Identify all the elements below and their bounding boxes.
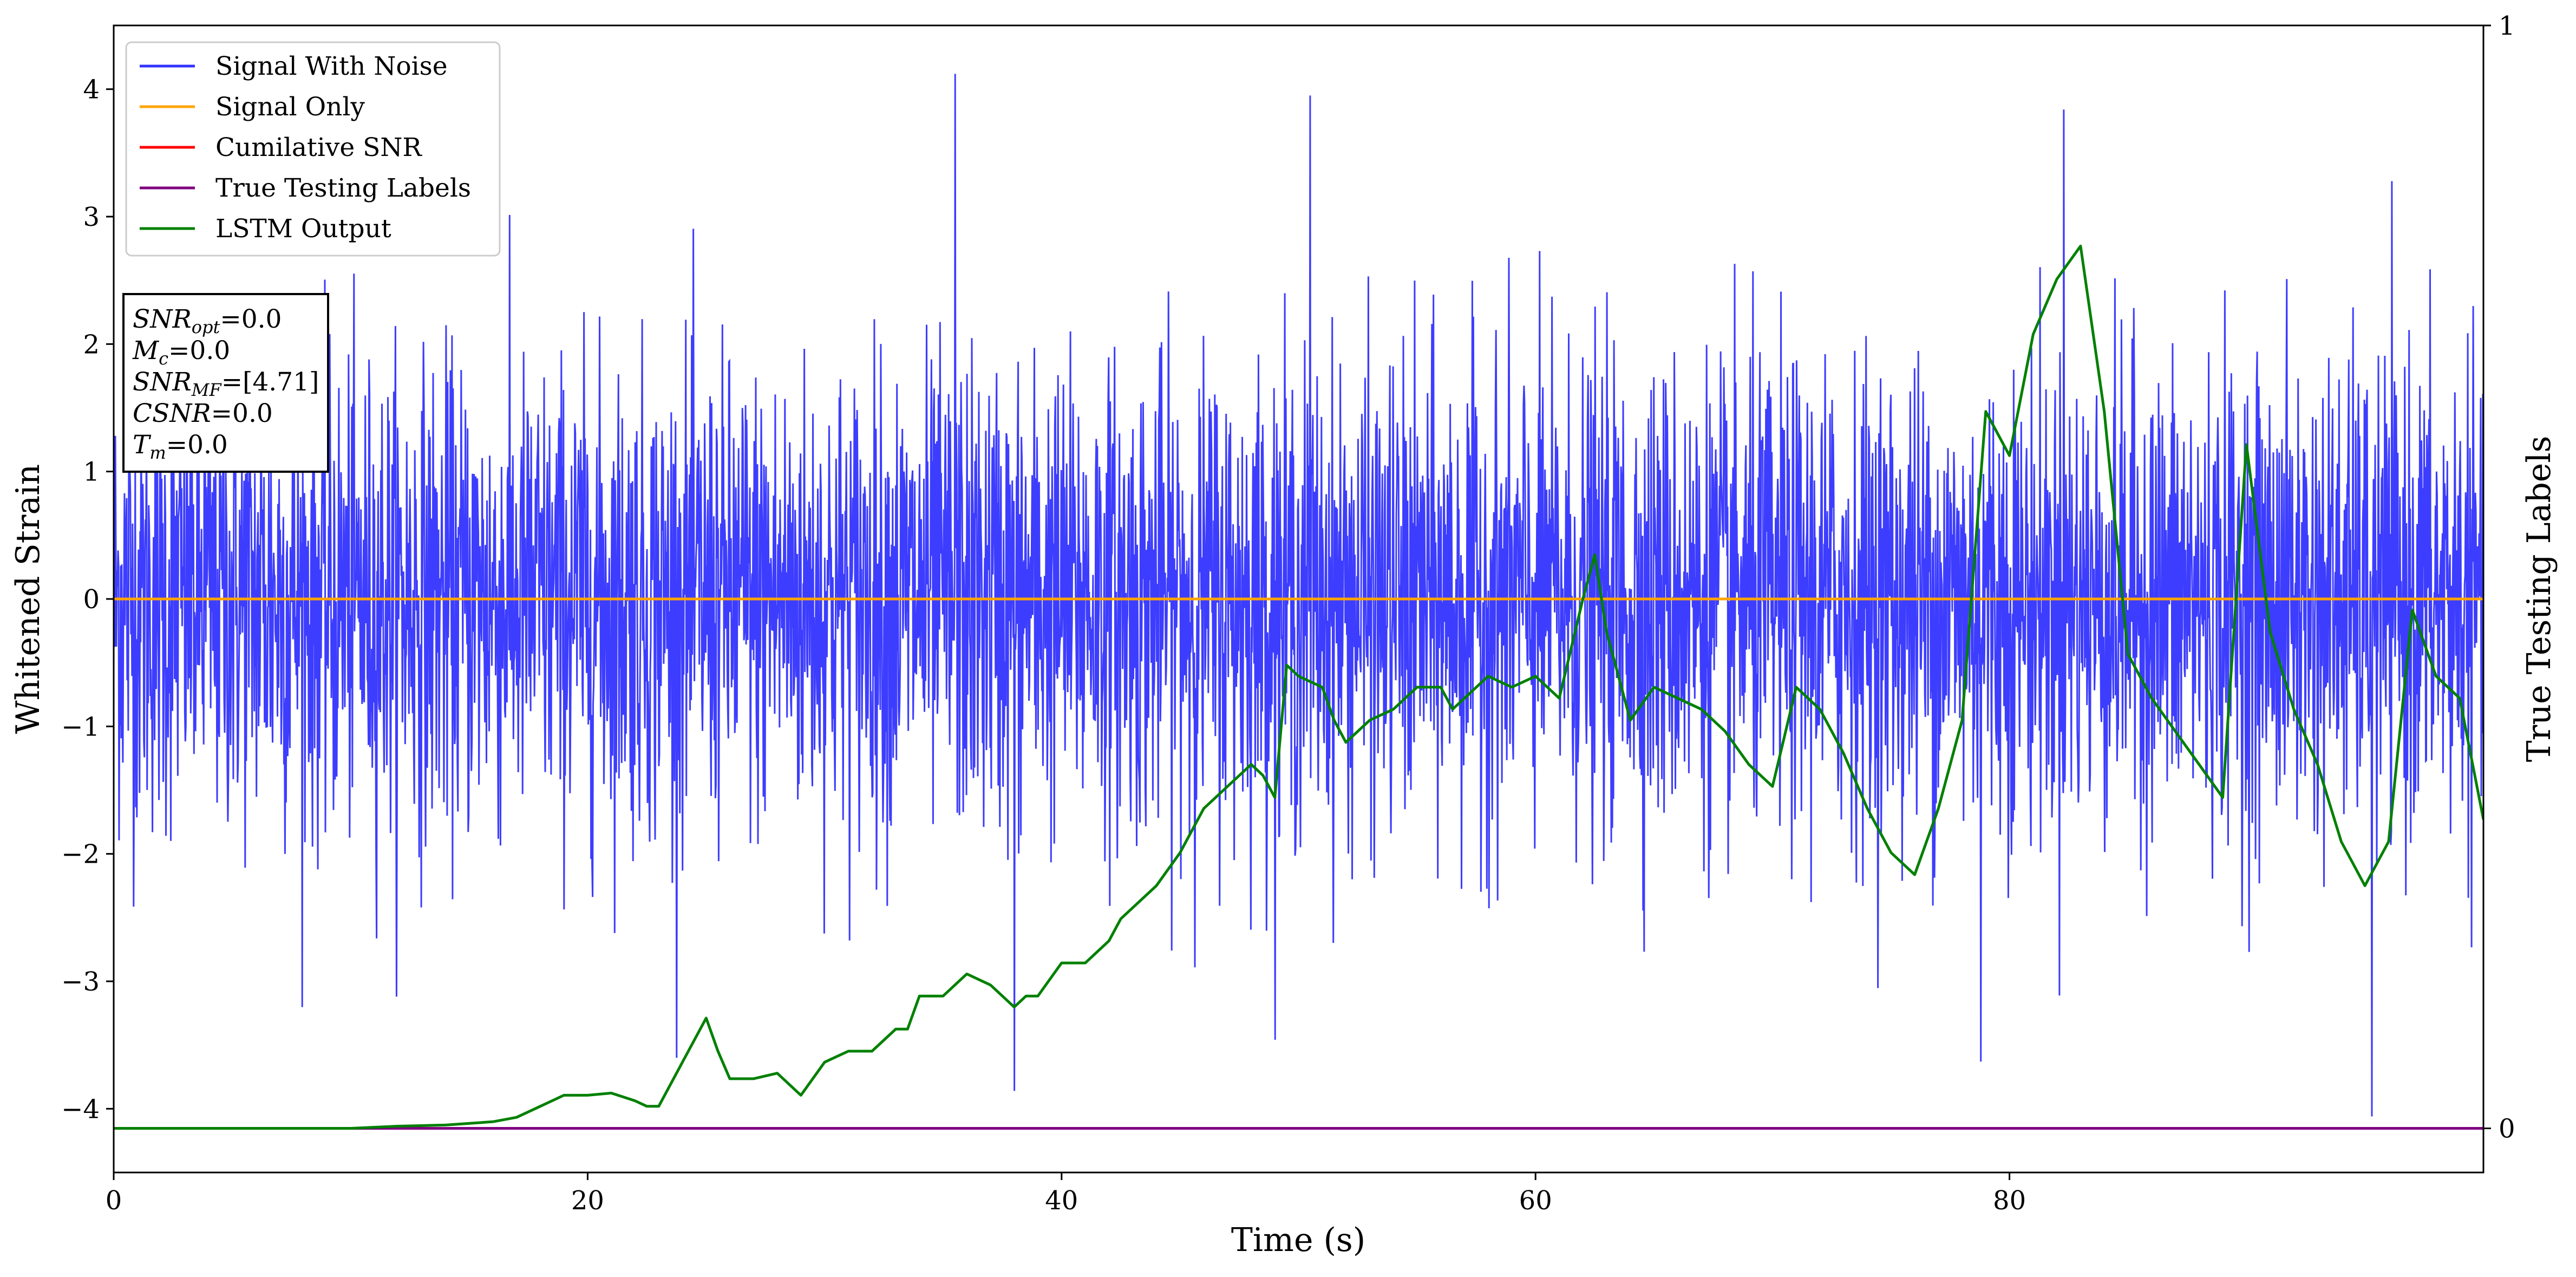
plot-area xyxy=(114,74,2483,1130)
y-tick-label: −2 xyxy=(61,839,100,870)
y-tick-label: −4 xyxy=(61,1094,100,1124)
x-tick-label: 40 xyxy=(1045,1185,1078,1216)
legend: Signal With Noise Signal Only Cumilative… xyxy=(125,41,501,257)
legend-label-signal-with-noise: Signal With Noise xyxy=(215,51,448,81)
y-tick-label: 4 xyxy=(83,75,100,105)
y-tick-label: 0 xyxy=(83,584,100,615)
series-signal-with-noise xyxy=(114,74,2483,1117)
x-axis-label: Time (s) xyxy=(1231,1221,1365,1259)
legend-label-true-testing-labels: True Testing Labels xyxy=(215,173,471,203)
annotation-frame xyxy=(122,293,329,473)
annotation-snr-mf: SNRMF=[4.71] xyxy=(133,367,319,400)
legend-label-signal-only: Signal Only xyxy=(215,92,365,122)
legend-frame xyxy=(125,41,501,257)
annotation-mc: Mc=0.0 xyxy=(132,336,230,369)
y-tick-label: 2 xyxy=(83,329,100,360)
y-axis-label: Whitened Strain xyxy=(9,464,47,734)
legend-label-cumilative-snr: Cumilative SNR xyxy=(215,133,422,162)
y2-tick-label: 0 xyxy=(2499,1114,2515,1144)
series-lstm-output xyxy=(114,244,2483,1130)
annotation-tm: Tm=0.0 xyxy=(133,430,228,463)
x-tick-label: 20 xyxy=(571,1185,604,1216)
y-tick-label: 3 xyxy=(83,202,100,232)
y2-axis-label: True Testing Labels xyxy=(2520,436,2558,763)
y-tick-label: −3 xyxy=(61,967,100,997)
y-tick-label: 1 xyxy=(83,457,100,487)
x-tick-label: 0 xyxy=(106,1185,122,1216)
legend-label-lstm-output: LSTM Output xyxy=(215,214,391,244)
y2-tick-label: 1 xyxy=(2499,11,2515,41)
annotation-snr-opt: SNRopt=0.0 xyxy=(133,304,282,337)
x-tick-label: 60 xyxy=(1519,1185,1552,1216)
annotation-csnr: CSNR=0.0 xyxy=(133,399,273,428)
y-tick-label: −1 xyxy=(61,712,100,742)
x-tick-label: 80 xyxy=(1993,1185,2026,1216)
annotation-box: SNRopt=0.0 Mc=0.0 SNRMF=[4.71] CSNR=0.0 … xyxy=(122,293,329,473)
